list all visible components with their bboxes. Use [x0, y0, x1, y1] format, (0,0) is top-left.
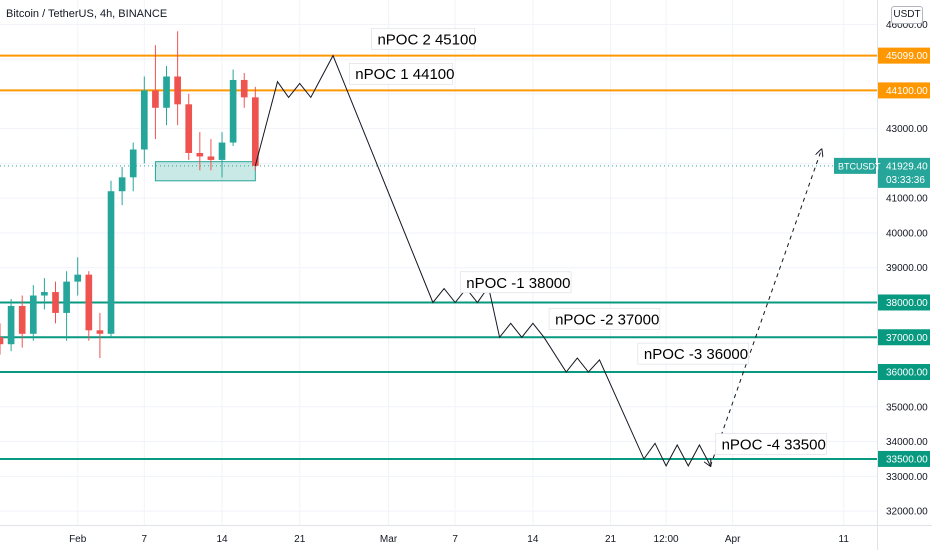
x-tick-label: 21	[605, 534, 617, 545]
annotation-box	[348, 62, 453, 85]
annotation-text: nPOC -2 37000	[555, 311, 659, 328]
symbol-tag-text: BTCUSDT	[838, 161, 881, 171]
candle-body	[240, 79, 248, 98]
level-price-tag-text: 38000.00	[886, 298, 928, 309]
candle-body	[229, 79, 237, 143]
candle-body	[152, 90, 159, 108]
currency-button[interactable]: USDT	[891, 6, 923, 24]
annotation-text: nPOC 2 45100	[377, 31, 476, 48]
candle-body	[185, 104, 193, 153]
y-tick-label: 33000.00	[886, 472, 928, 483]
annotation-box	[460, 271, 572, 294]
candle-body	[18, 305, 26, 334]
consolidation-box	[154, 161, 256, 182]
level-price-tag	[878, 294, 930, 311]
candle-body	[118, 177, 126, 192]
x-tick-label: Feb	[69, 534, 87, 545]
level-price-tag	[878, 329, 930, 346]
candle-body	[85, 274, 93, 331]
annotation-box	[715, 433, 827, 455]
x-tick-label: 7	[452, 534, 458, 545]
level-price-tag	[878, 364, 930, 381]
x-tick-label: 14	[216, 534, 228, 545]
y-tick-label: 34000.00	[886, 437, 928, 448]
level-price-tag-text: 45099.00	[886, 51, 928, 62]
candle-body	[140, 90, 148, 150]
candle-body	[29, 295, 37, 334]
level-price-tag-text: 44100.00	[886, 86, 928, 97]
level-annotation: nPOC -3 36000	[637, 342, 749, 365]
x-tick-label: 21	[294, 534, 306, 545]
candle-body	[251, 97, 259, 166]
x-tick-label: 7	[142, 534, 148, 545]
projected-path	[254, 54, 710, 466]
annotation-box	[371, 28, 475, 50]
x-tick-label: 12:00	[654, 534, 679, 545]
projected-dashed-path	[710, 150, 822, 467]
level-price-tag-text: 37000.00	[886, 333, 928, 344]
x-tick-label: 11	[839, 534, 850, 545]
candle-body	[196, 152, 204, 157]
y-tick-label: 41000.00	[886, 194, 928, 205]
current-price-value: 41929.40	[886, 161, 928, 172]
y-tick-label: 46000.00	[886, 20, 928, 31]
level-price-tag	[878, 82, 930, 99]
candle-body	[174, 76, 181, 105]
level-price-tag-text: 36000.00	[886, 368, 928, 379]
annotation-text: nPOC -4 33500	[722, 437, 826, 454]
candle-body	[218, 142, 226, 160]
symbol-title: Bitcoin / TetherUS, 4h, BINANCE	[6, 8, 168, 20]
y-tick-label: 39000.00	[886, 263, 928, 274]
x-tick-label: 14	[527, 534, 539, 545]
level-price-tag	[878, 47, 930, 64]
annotation-box	[637, 342, 749, 365]
level-price-tag	[878, 450, 930, 467]
candle-body	[0, 337, 4, 345]
candle-body	[163, 76, 170, 108]
candle-body	[63, 281, 70, 313]
level-annotation: nPOC 1 44100	[348, 62, 454, 85]
level-annotation: nPOC -1 38000	[460, 271, 572, 294]
x-tick-label: Mar	[380, 534, 398, 545]
y-tick-label: 32000.00	[886, 507, 928, 518]
annotation-text: nPOC -1 38000	[466, 275, 570, 292]
candle-body	[52, 292, 59, 313]
candle-body	[129, 149, 137, 178]
annotation-text: nPOC 1 44100	[355, 66, 454, 83]
x-tick-label: Apr	[725, 534, 741, 545]
candle-body	[41, 292, 48, 296]
level-annotation: nPOC -2 37000	[548, 308, 661, 330]
candle-body	[107, 191, 115, 334]
y-tick-label: 40000.00	[886, 228, 928, 239]
level-price-tag-text: 33500.00	[886, 454, 928, 465]
annotation-box	[548, 308, 661, 330]
symbol-tag	[834, 157, 876, 174]
level-annotation: nPOC 2 45100	[371, 28, 477, 50]
level-annotation: nPOC -4 33500	[715, 433, 827, 455]
candle-body	[74, 274, 82, 282]
candle-body	[207, 156, 215, 160]
current-price-tag	[878, 157, 930, 188]
annotation-text: nPOC -3 36000	[644, 346, 748, 363]
y-tick-label: 35000.00	[886, 402, 928, 413]
current-price-countdown: 03:33:36	[886, 175, 925, 186]
candle-body	[96, 330, 104, 334]
candle-body	[7, 305, 15, 345]
y-tick-label: 43000.00	[886, 124, 928, 135]
